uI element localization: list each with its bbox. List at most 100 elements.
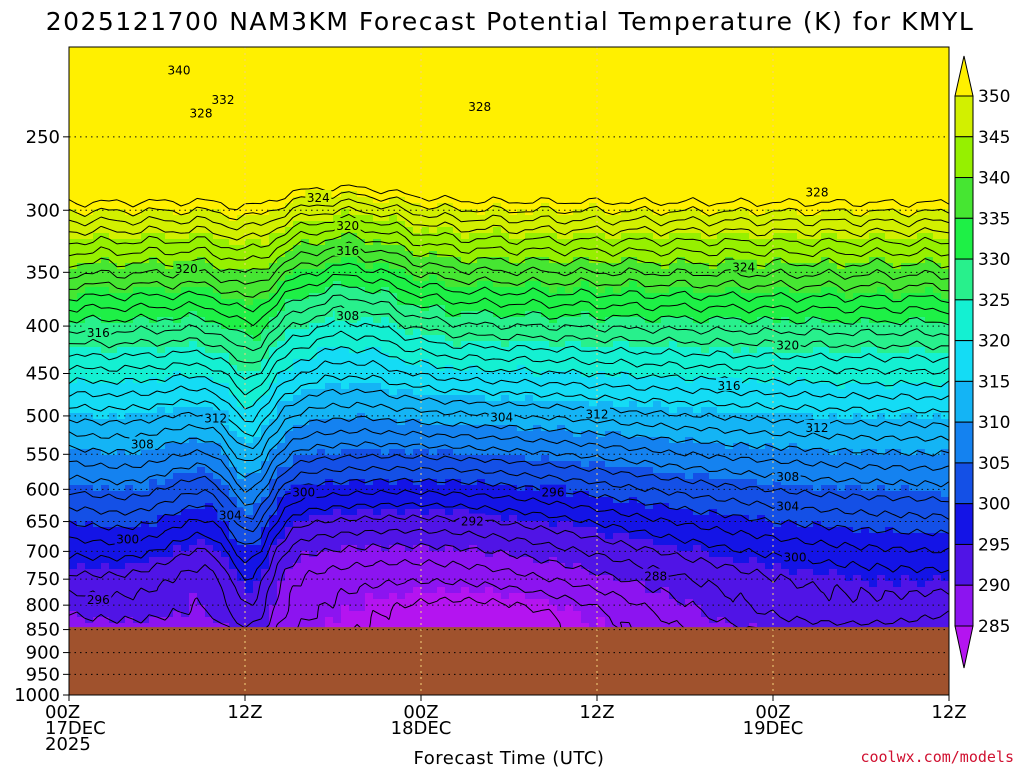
field-cell (437, 53, 446, 60)
field-cell (229, 263, 238, 270)
field-cell (429, 95, 438, 102)
field-cell (317, 251, 326, 258)
field-cell (373, 137, 382, 144)
field-cell (829, 227, 838, 234)
field-cell (229, 149, 238, 156)
field-cell (661, 155, 670, 162)
field-cell (629, 287, 638, 294)
field-cell (781, 281, 790, 288)
field-cell (509, 227, 518, 234)
field-cell (717, 143, 726, 150)
field-cell (453, 221, 462, 228)
field-cell (701, 71, 710, 78)
field-cell (517, 71, 526, 78)
field-cell (469, 113, 478, 120)
field-cell (853, 221, 862, 228)
field-cell (413, 155, 422, 162)
field-cell (557, 143, 566, 150)
field-cell (397, 287, 406, 294)
field-cell (261, 317, 270, 324)
field-cell (389, 149, 398, 156)
field-cell (773, 131, 782, 138)
field-cell (157, 173, 166, 180)
field-cell (501, 95, 510, 102)
field-cell (853, 227, 862, 234)
field-cell (885, 209, 894, 216)
field-cell (605, 65, 614, 72)
field-cell (613, 125, 622, 132)
field-cell (605, 173, 614, 180)
field-cell (925, 71, 934, 78)
field-cell (605, 191, 614, 198)
field-cell (597, 71, 606, 78)
field-cell (173, 251, 182, 258)
field-cell (773, 245, 782, 252)
field-cell (477, 161, 486, 168)
field-cell (925, 311, 934, 318)
field-cell (525, 107, 534, 114)
field-cell (765, 227, 774, 234)
field-cell (173, 167, 182, 174)
field-cell (837, 269, 846, 276)
field-cell (725, 53, 734, 60)
field-cell (573, 203, 582, 210)
field-cell (517, 95, 526, 102)
field-cell (221, 263, 230, 270)
field-cell (341, 275, 350, 282)
field-cell (501, 47, 510, 54)
field-cell (125, 83, 134, 90)
field-cell (725, 47, 734, 54)
field-cell (437, 281, 446, 288)
field-cell (525, 209, 534, 216)
field-cell (605, 149, 614, 156)
field-cell (541, 101, 550, 108)
field-cell (77, 173, 86, 180)
field-cell (69, 311, 78, 318)
field-cell (477, 167, 486, 174)
field-cell (693, 137, 702, 144)
field-cell (565, 269, 574, 276)
field-cell (341, 47, 350, 54)
field-cell (493, 257, 502, 264)
field-cell (677, 53, 686, 60)
field-cell (141, 59, 150, 66)
field-cell (797, 53, 806, 60)
field-cell (685, 119, 694, 126)
field-cell (917, 119, 926, 126)
field-cell (93, 185, 102, 192)
field-cell (933, 59, 942, 66)
field-cell (797, 233, 806, 240)
field-cell (77, 311, 86, 318)
field-cell (589, 119, 598, 126)
field-cell (413, 317, 422, 324)
field-cell (189, 227, 198, 234)
field-cell (77, 137, 86, 144)
field-cell (301, 269, 310, 276)
field-cell (573, 59, 582, 66)
field-cell (525, 191, 534, 198)
field-cell (173, 119, 182, 126)
field-cell (245, 113, 254, 120)
field-cell (533, 125, 542, 132)
field-cell (901, 125, 910, 132)
field-cell (77, 179, 86, 186)
field-cell (573, 287, 582, 294)
field-cell (317, 173, 326, 180)
field-cell (589, 287, 598, 294)
field-cell (253, 59, 262, 66)
field-cell (101, 239, 110, 246)
field-cell (861, 65, 870, 72)
field-cell (573, 53, 582, 60)
field-cell (757, 53, 766, 60)
field-cell (845, 191, 854, 198)
field-cell (469, 161, 478, 168)
field-cell (453, 161, 462, 168)
field-cell (469, 245, 478, 252)
field-cell (365, 257, 374, 264)
field-cell (517, 197, 526, 204)
field-cell (773, 269, 782, 276)
field-cell (413, 167, 422, 174)
field-cell (773, 239, 782, 246)
field-cell (77, 161, 86, 168)
field-cell (141, 89, 150, 96)
